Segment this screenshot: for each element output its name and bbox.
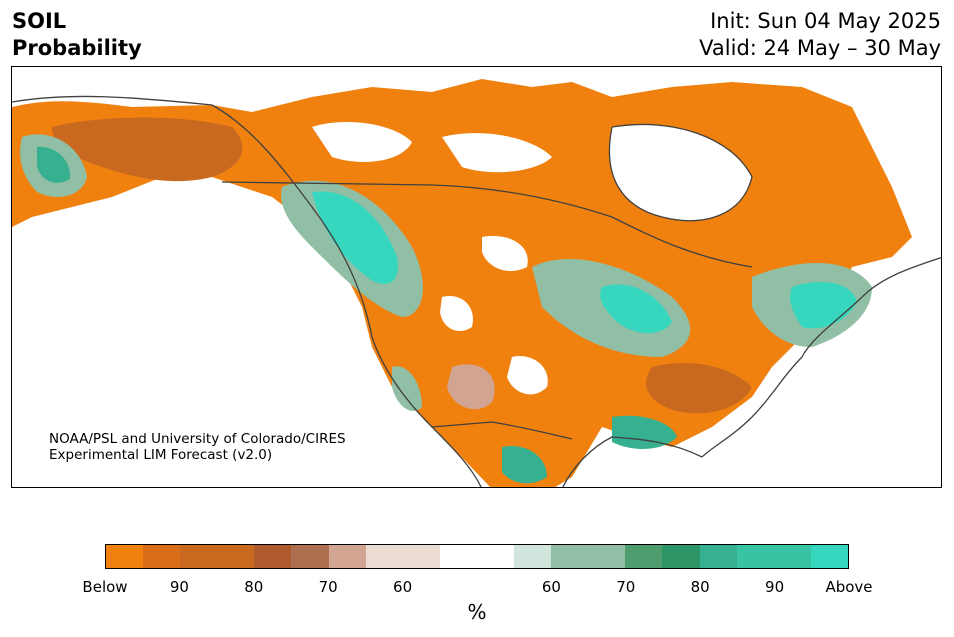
probability-map — [12, 79, 941, 487]
map-title: SOIL Probability — [12, 8, 142, 62]
colorbar-segment — [699, 545, 737, 568]
colorbar-segment — [143, 545, 181, 568]
colorbar-segment — [328, 545, 366, 568]
map-panel — [11, 66, 942, 488]
texas-white — [507, 356, 548, 395]
mexico-teal — [502, 446, 547, 484]
midwest-teal-core — [600, 284, 672, 334]
credit-line-2: Experimental LIM Forecast (v2.0) — [49, 447, 273, 463]
colorbar-segment — [439, 545, 477, 568]
above-normal-regions — [20, 134, 872, 484]
colorbar-tick-label: Below — [82, 578, 128, 596]
colorbar-segment — [402, 545, 440, 568]
gulf-teal — [612, 415, 677, 449]
plains-white — [482, 236, 528, 272]
west-brown-band — [52, 117, 243, 182]
colorbar-segment — [588, 545, 626, 568]
colorbar-segment — [180, 545, 218, 568]
bc-teal-core — [312, 191, 398, 285]
southeast-brown — [646, 363, 752, 414]
us-canada-border — [221, 181, 753, 268]
colorbar-segment — [291, 545, 329, 568]
colorbar-segment — [476, 545, 515, 568]
credit-text: NOAA/PSL and University of Colorado/CIRE… — [49, 431, 346, 463]
colorbar-tick-label: Above — [825, 578, 873, 596]
init-date: Init: Sun 04 May 2025 — [710, 9, 941, 33]
colorbar-segment — [810, 545, 848, 568]
date-info: Init: Sun 04 May 2025 Valid: 24 May – 30… — [699, 8, 941, 62]
variable-label: SOIL — [12, 9, 67, 33]
valid-dates: Valid: 24 May – 30 May — [699, 36, 941, 60]
colorbar-tick-label: 70 — [318, 578, 338, 596]
coastlines — [12, 95, 941, 487]
alaska-teal-core — [37, 146, 71, 183]
atlantic-coast — [701, 256, 941, 458]
us-mexico-border — [431, 421, 573, 440]
colorbar-segment — [106, 545, 144, 568]
colorbar-tick-label: 60 — [541, 578, 561, 596]
colorbar-tick-label: 90 — [169, 578, 189, 596]
colorbar-segment — [254, 545, 292, 568]
colorbar-tick-label: 60 — [393, 578, 413, 596]
colorbar-segment — [551, 545, 589, 568]
colorbar — [105, 544, 849, 569]
colorbar-segment — [662, 545, 700, 568]
rockies-white — [440, 296, 473, 332]
colorbar-segment — [773, 545, 811, 568]
colorbar-segment — [217, 545, 255, 568]
subtitle-label: Probability — [12, 36, 142, 60]
baja-teal — [392, 366, 422, 411]
canada-white-2 — [442, 133, 552, 173]
credit-line-1: NOAA/PSL and University of Colorado/CIRE… — [49, 431, 346, 447]
colorbar-tick-label: 70 — [616, 578, 636, 596]
gulf-coast — [562, 436, 703, 487]
pacific-coast — [12, 95, 482, 487]
colorbar-segment — [514, 545, 552, 568]
colorbar-segment — [625, 545, 663, 568]
hudson-bay-white — [609, 124, 752, 221]
colorbar-tick-label: 80 — [690, 578, 710, 596]
colorbar-tick-label: 80 — [244, 578, 264, 596]
near-normal-regions — [312, 122, 752, 395]
hudson-bay-coast — [608, 123, 753, 222]
colorbar-segment — [365, 545, 403, 568]
colorbar-unit: % — [467, 600, 487, 624]
west-brown-faint — [447, 364, 495, 410]
canada-white-1 — [312, 122, 412, 162]
colorbar-tick-label: 90 — [765, 578, 785, 596]
colorbar-segment — [736, 545, 774, 568]
